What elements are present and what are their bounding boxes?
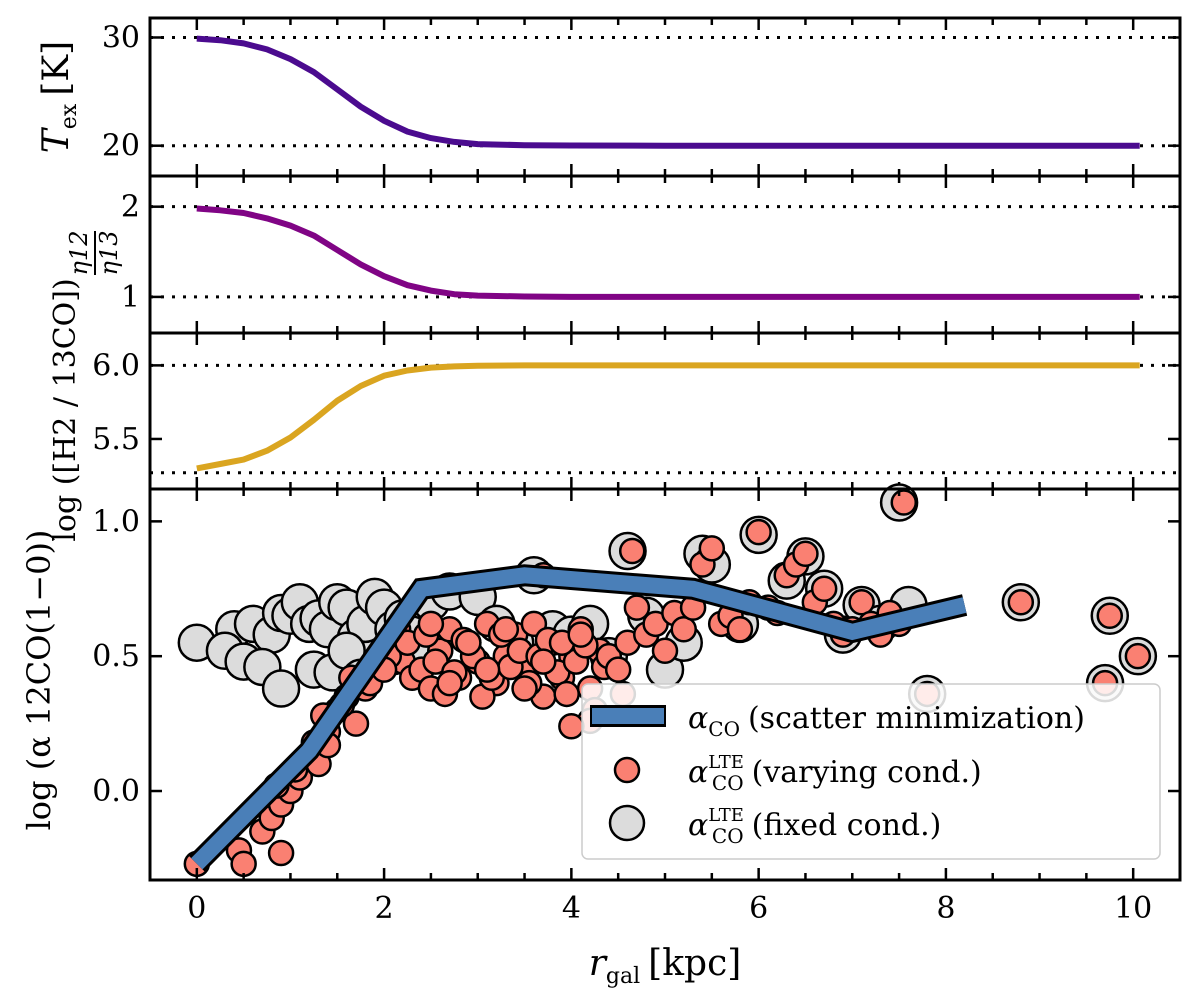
legend-gray-marker (608, 804, 646, 842)
tex-ytick-label: 30 (102, 20, 140, 55)
scatter-varying-point (890, 489, 918, 516)
svg-text:Tex[K]: Tex[K] (36, 41, 82, 153)
tex-curve (196, 35, 1140, 149)
scatter-varying-point (745, 518, 772, 546)
xtick-label: 10 (1114, 891, 1152, 926)
eta-ytick-label: 1 (121, 280, 140, 315)
scatter-varying-point (455, 629, 482, 656)
scatter-varying-point (792, 540, 819, 567)
legend-box (581, 683, 1161, 860)
scatter-varying-point (558, 713, 585, 740)
scatter-varying-point (726, 615, 754, 643)
scatter-varying-point (230, 850, 257, 878)
scatter-varying-point (1096, 602, 1124, 629)
legend-entry-2: αLTE CO (varying cond.) (688, 752, 982, 795)
scatter-varying-point (848, 589, 875, 616)
svg-text:log ([H2 / 13CO]): log ([H2 / 13CO]) (48, 278, 83, 541)
h2co-ytick-label: 6.0 (92, 348, 140, 383)
svg-text:η12: η12 (65, 231, 93, 276)
alpha-ytick-label: 0.5 (92, 639, 140, 674)
scatter-varying-point (342, 710, 370, 737)
xtick-label: 2 (375, 891, 394, 926)
ylabel-alpha: log (α 12CO(1−0)) (20, 530, 58, 831)
scatter-varying-point (492, 615, 520, 643)
h2co-frame (148, 331, 1182, 491)
panel-eta-ratio: 12 (121, 174, 1182, 335)
xtick-label: 0 (187, 891, 206, 926)
scatter-varying-point (810, 575, 838, 603)
eta-curve (196, 205, 1140, 300)
scatter-varying-point (530, 648, 557, 675)
panel-alpha-co: 0.0 0.5 1.0 (92, 483, 1182, 882)
scatter-fixed-point (261, 669, 301, 708)
scatter-varying-point (670, 615, 697, 643)
alpha-ytick-label: 1.0 (92, 504, 140, 539)
scatter-varying-point (1007, 589, 1035, 616)
eta-ytick-label: 2 (121, 190, 140, 225)
legend-entry-1: αCO (scatter minimization) (688, 701, 1085, 741)
ylabel-tex: Tex[K] (36, 41, 82, 153)
scatter-varying-point (511, 675, 538, 702)
scatter-minimization-line (191, 567, 967, 870)
scatter-varying-point (604, 656, 632, 683)
scatter-varying-point (267, 839, 295, 867)
xtick-label: 4 (562, 891, 581, 926)
scatter-varying-point (473, 656, 501, 683)
xtick-label: 8 (936, 891, 955, 926)
h2co-ytick-label: 5.5 (92, 422, 140, 457)
panel-h2-13co-ratio: 5.5 6.0 (92, 331, 1182, 491)
scatter-varying-point (436, 669, 463, 697)
tex-frame (148, 16, 1182, 178)
legend-entry-3: αLTE CO (fixed cond.) (688, 805, 941, 848)
scatter-varying-point (618, 537, 646, 565)
scatter-varying-point (553, 680, 580, 708)
xtick-label: 6 (749, 891, 768, 926)
tex-ytick-label: 20 (102, 129, 140, 164)
h2co-curve (196, 362, 1140, 472)
scatter-varying-point (417, 610, 445, 638)
xlabel: rgal [kpc] (589, 943, 742, 989)
legend: αCO (scatter minimization) αLTE CO (varying… (581, 683, 1161, 860)
scatter-varying-point (651, 637, 679, 665)
svg-text:η13: η13 (95, 231, 123, 276)
ylabel-h2co: log ([H2 / 13CO]) (48, 278, 83, 541)
scatter-varying-point (1124, 642, 1152, 670)
svg-text:log (α 12CO(1−0)): log (α 12CO(1−0)) (20, 530, 58, 831)
scatter-varying-point (623, 594, 651, 621)
ylabel-eta: η12 η13 (65, 231, 123, 276)
scatter-varying-point (698, 535, 726, 562)
scatter-varying-point (567, 621, 594, 648)
eta-frame (148, 174, 1182, 335)
legend-salmon-marker (613, 756, 641, 784)
alpha-ytick-label: 0.0 (92, 774, 140, 809)
